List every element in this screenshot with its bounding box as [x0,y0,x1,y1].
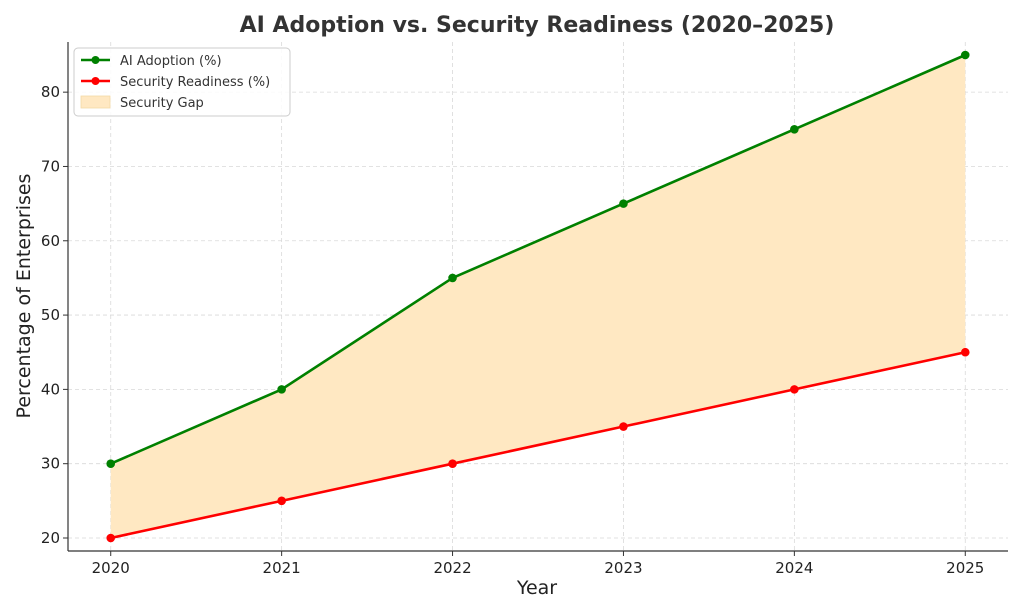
chart-title: AI Adoption vs. Security Readiness (2020… [240,13,835,38]
data-point [790,125,799,134]
y-tick-label: 50 [41,306,60,324]
legend-item-security-gap: Security Gap [80,95,204,111]
series-layer [106,50,970,543]
x-tick-label: 2023 [604,559,642,577]
y-tick-label: 70 [41,157,60,175]
legend-item-security-readiness: Security Readiness (%) [81,75,270,90]
legend-label: Security Gap [120,96,204,111]
data-point [277,385,286,394]
y-tick-label: 20 [41,529,60,547]
y-tick-label: 30 [41,455,60,473]
series-ai-adoption [106,50,970,468]
x-tick-label: 2021 [263,559,301,577]
security-gap-area [110,55,966,538]
series-line [110,350,966,540]
y-ticks: 20 30 40 50 60 70 80 [41,83,68,547]
x-tick-label: 2025 [946,559,984,577]
y-tick-label: 80 [41,83,60,101]
legend-label: AI Adoption (%) [120,54,222,69]
legend-label: Security Readiness (%) [120,75,270,90]
y-axis-label: Percentage of Enterprises [13,174,35,419]
axes [67,42,1008,552]
series-security-readiness [106,347,970,543]
series-line [110,53,966,465]
x-tick-label: 2020 [92,559,130,577]
y-tick-label: 60 [41,232,60,250]
x-ticks: 2020 2021 2022 2023 2024 2025 [92,551,984,577]
data-point [619,422,628,431]
data-point [619,199,628,208]
legend-frame [73,47,291,117]
data-point [448,273,457,283]
data-point [960,50,970,60]
y-tick-label: 40 [41,380,60,398]
legend-marker [91,56,100,64]
data-point [106,533,116,543]
x-tick-label: 2024 [775,559,813,577]
data-point [448,459,457,468]
x-tick-label: 2022 [433,559,471,577]
data-point [960,347,970,357]
x-axis-label: Year [516,577,557,599]
data-point [790,385,799,394]
legend: AI Adoption (%) Security Readiness (%) Sec… [73,47,291,117]
legend-marker [91,77,100,85]
data-point [277,496,286,506]
legend-swatch [80,95,111,109]
legend-item-ai-adoption: AI Adoption (%) [81,54,222,69]
data-point [106,459,116,468]
